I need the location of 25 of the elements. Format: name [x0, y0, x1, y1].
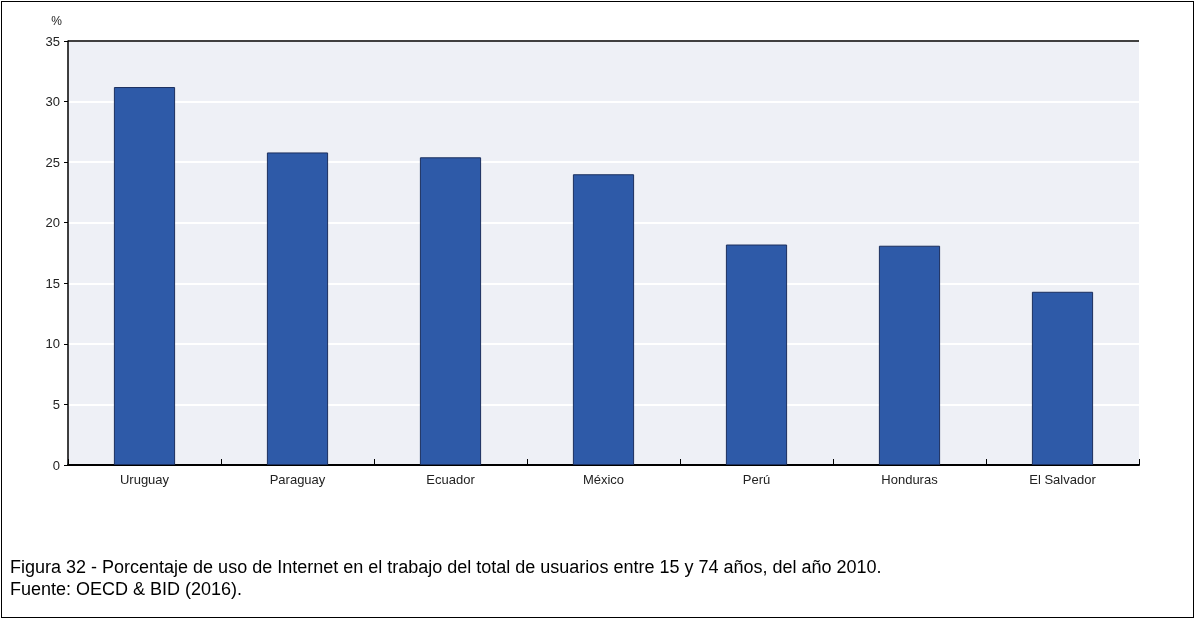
- y-tick-label: 5: [52, 396, 60, 412]
- y-tick-label: 30: [45, 94, 60, 110]
- y-tick-label: 25: [45, 154, 60, 170]
- x-tick-label: Perú: [742, 472, 771, 487]
- bar: [266, 152, 329, 465]
- y-tick-label: 0: [52, 457, 60, 473]
- text: Figura 32 - Porcentaje de uso de Internet en el trabajo del total de usuarios entre 15 y 74 años, del año 2010.: [10, 556, 882, 578]
- bar: [725, 244, 788, 465]
- bar: [572, 174, 635, 465]
- bar: [878, 245, 941, 465]
- y-tick-label: 10: [45, 336, 60, 352]
- y-tick-label: 35: [45, 33, 60, 49]
- x-tick-label: Honduras: [881, 472, 939, 487]
- x-tick-label: Paraguay: [269, 472, 326, 487]
- bar: [113, 87, 176, 465]
- x-tick-label: México: [582, 472, 625, 487]
- x-tick-label: Uruguay: [119, 472, 170, 487]
- y-axis-title: %: [51, 14, 63, 28]
- bar: [419, 157, 482, 465]
- y-tick-label: 15: [45, 275, 60, 291]
- x-tick-label: Ecuador: [426, 472, 476, 487]
- x-tick-label: El Salvador: [1029, 472, 1097, 487]
- y-tick-label: 20: [45, 215, 60, 231]
- source-note: Fuente: OECD & BID (2016).: [10, 578, 244, 600]
- bar: [1031, 291, 1094, 465]
